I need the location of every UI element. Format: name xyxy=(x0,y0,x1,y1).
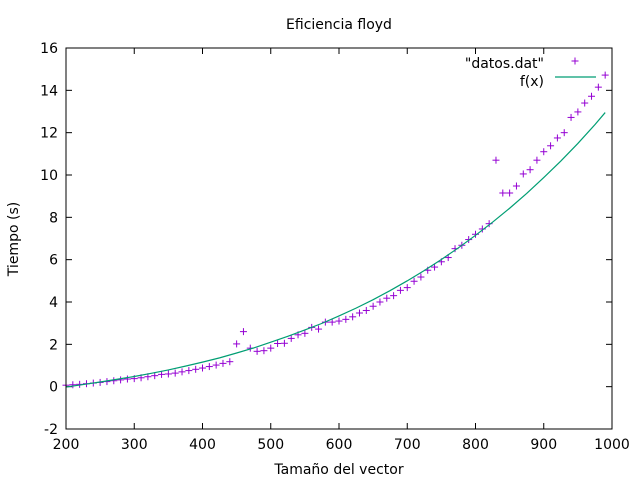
y-tick-label: 10 xyxy=(40,168,58,184)
data-point xyxy=(540,148,548,156)
data-point xyxy=(178,368,186,376)
plot-area xyxy=(62,71,609,389)
data-point xyxy=(581,99,589,107)
data-point xyxy=(192,365,200,373)
legend-marker-datos xyxy=(571,57,579,65)
data-point xyxy=(267,344,275,352)
data-point xyxy=(212,361,220,369)
legend-label-datos: "datos.dat" xyxy=(465,56,544,72)
data-point xyxy=(417,273,425,281)
y-tick-label: 2 xyxy=(49,337,58,353)
data-point xyxy=(158,370,166,378)
data-point xyxy=(342,315,350,323)
plot-frame xyxy=(65,47,613,430)
y-axis-title: Tiempo (s) xyxy=(6,202,22,277)
y-tick-label: 0 xyxy=(49,380,58,396)
series-points-datos xyxy=(62,71,609,389)
data-point xyxy=(594,83,602,91)
data-point xyxy=(301,329,309,337)
data-point xyxy=(410,277,418,285)
data-point xyxy=(226,358,234,366)
data-point xyxy=(560,129,568,137)
data-point xyxy=(164,370,172,378)
y-tick-label: -2 xyxy=(44,422,58,438)
y-tick-label: 6 xyxy=(49,253,58,269)
data-point xyxy=(287,334,295,342)
data-point xyxy=(376,298,384,306)
y-tick-label: 16 xyxy=(40,41,58,57)
data-point xyxy=(239,328,247,336)
data-point xyxy=(390,292,398,300)
data-point xyxy=(315,325,323,333)
x-tick-label: 800 xyxy=(462,437,489,453)
data-point xyxy=(123,375,131,383)
chart-title: Eficiencia floyd xyxy=(286,17,392,33)
data-point xyxy=(553,134,561,142)
legend-label-fx: f(x) xyxy=(520,74,544,90)
data-point xyxy=(253,347,261,355)
x-tick-label: 700 xyxy=(394,437,421,453)
data-point xyxy=(506,189,514,197)
data-point xyxy=(499,189,507,197)
data-point xyxy=(219,359,227,367)
data-point xyxy=(512,182,520,190)
data-point xyxy=(362,306,370,314)
data-point xyxy=(431,263,439,271)
x-tick-label: 400 xyxy=(189,437,216,453)
data-point xyxy=(274,339,282,347)
x-axis-title: Tamaño del vector xyxy=(273,462,403,478)
x-tick-label: 500 xyxy=(257,437,284,453)
x-tick-label: 600 xyxy=(326,437,353,453)
x-tick-label: 200 xyxy=(53,437,80,453)
data-point xyxy=(117,376,125,384)
data-point xyxy=(151,372,159,380)
data-point xyxy=(280,339,288,347)
data-point xyxy=(185,367,193,375)
data-point xyxy=(335,317,343,325)
data-point xyxy=(349,313,357,321)
data-point xyxy=(533,156,541,164)
data-point xyxy=(492,156,500,164)
data-point xyxy=(260,347,268,355)
series-line-fx xyxy=(65,112,606,388)
data-point xyxy=(199,364,206,372)
y-tick-label: 8 xyxy=(49,210,58,226)
x-tick-label: 900 xyxy=(530,437,557,453)
data-point xyxy=(171,369,179,377)
data-point xyxy=(403,284,411,292)
x-tick-label: 300 xyxy=(121,437,148,453)
data-point xyxy=(601,71,609,79)
axis-ticks xyxy=(65,47,613,430)
data-point xyxy=(574,108,582,116)
y-tick-label: 14 xyxy=(40,83,58,99)
data-point xyxy=(519,170,527,178)
data-point xyxy=(567,113,575,121)
data-point xyxy=(383,294,391,302)
data-point xyxy=(396,286,404,294)
legend-marker-point xyxy=(571,57,579,65)
y-tick-label: 12 xyxy=(40,126,58,142)
data-point xyxy=(526,166,534,174)
data-point xyxy=(465,236,473,244)
data-point xyxy=(369,302,377,310)
data-point xyxy=(328,318,336,326)
data-point xyxy=(205,363,213,371)
axis-tick-labels: 200 300 400 500 600 700 800 900 1000 -2 0 2 4 6 8 10 12 1… xyxy=(40,41,630,453)
legend: "datos.dat" f(x) xyxy=(465,56,596,90)
data-point xyxy=(355,309,363,317)
data-point xyxy=(547,142,555,150)
data-point xyxy=(69,381,77,389)
data-point xyxy=(588,92,596,100)
y-tick-label: 4 xyxy=(49,295,58,311)
data-point xyxy=(233,340,241,348)
x-tick-label: 1000 xyxy=(594,437,630,453)
